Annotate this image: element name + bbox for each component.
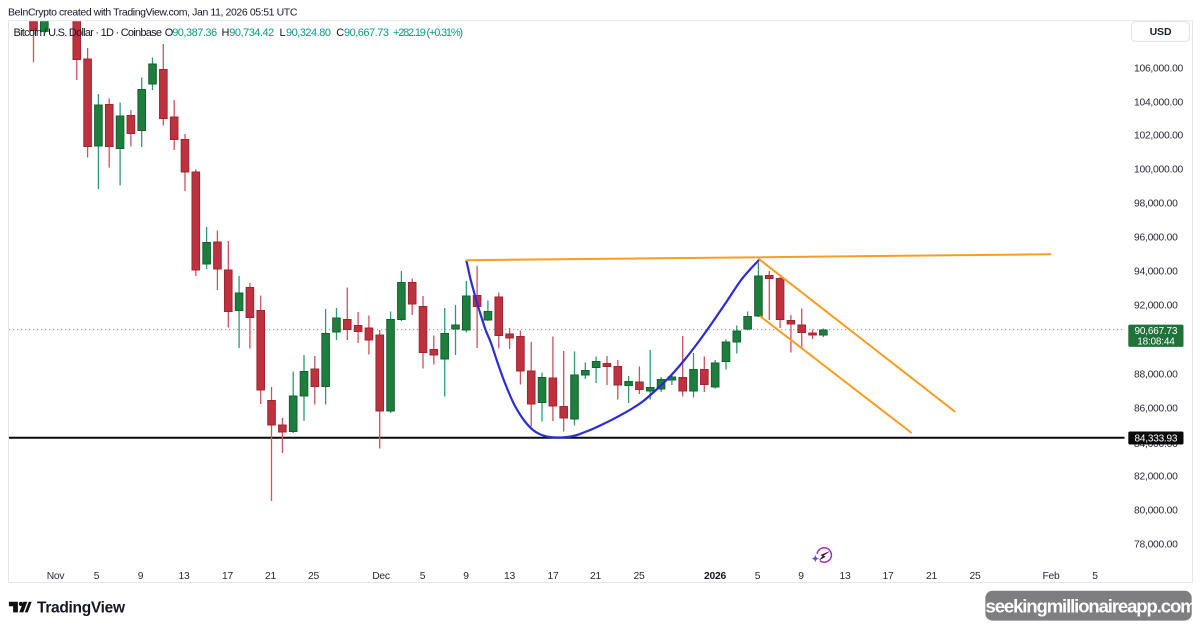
svg-text:17: 17	[548, 571, 559, 582]
svg-text:2026: 2026	[704, 571, 726, 582]
svg-text:98,000.00: 98,000.00	[1134, 199, 1178, 210]
svg-text:21: 21	[590, 571, 601, 582]
svg-text:seekingmillionaireapp.com: seekingmillionaireapp.com	[986, 595, 1197, 616]
svg-text:13: 13	[179, 571, 190, 582]
svg-text:80,000.00: 80,000.00	[1134, 506, 1178, 517]
svg-text:90,324.80: 90,324.80	[286, 27, 331, 39]
svg-text:90,387.36: 90,387.36	[172, 27, 217, 39]
svg-text:Dec: Dec	[372, 571, 390, 582]
svg-text:78,000.00: 78,000.00	[1134, 540, 1178, 551]
svg-text:100,000.00: 100,000.00	[1134, 165, 1184, 176]
svg-text:TradingView: TradingView	[37, 600, 126, 617]
svg-text:104,000.00: 104,000.00	[1134, 98, 1184, 109]
svg-text:102,000.00: 102,000.00	[1134, 131, 1184, 142]
svg-text:94,000.00: 94,000.00	[1134, 267, 1178, 278]
svg-text:13: 13	[840, 571, 851, 582]
svg-text:25: 25	[634, 571, 645, 582]
svg-text:9: 9	[138, 571, 144, 582]
svg-text:Feb: Feb	[1043, 571, 1061, 582]
svg-text:USD: USD	[1150, 26, 1172, 38]
svg-text:5: 5	[420, 571, 426, 582]
svg-text:Bitcoin / U.S. Dollar · 1D · C: Bitcoin / U.S. Dollar · 1D · Coinbase	[14, 27, 162, 39]
svg-text:O: O	[165, 27, 174, 39]
svg-text:+282.19 (+0.31%): +282.19 (+0.31%)	[393, 27, 462, 39]
svg-text:9: 9	[463, 571, 469, 582]
svg-text:13: 13	[504, 571, 515, 582]
svg-text:88,000.00: 88,000.00	[1134, 370, 1178, 381]
svg-text:90,734.42: 90,734.42	[229, 27, 274, 39]
svg-text:25: 25	[970, 571, 981, 582]
svg-text:5: 5	[94, 571, 100, 582]
svg-text:9: 9	[798, 571, 804, 582]
svg-text:5: 5	[755, 571, 761, 582]
svg-text:92,000.00: 92,000.00	[1134, 301, 1178, 312]
svg-text:21: 21	[926, 571, 937, 582]
svg-text:H: H	[222, 27, 230, 39]
svg-text:90,667.73: 90,667.73	[1135, 326, 1178, 337]
svg-text:L: L	[280, 27, 286, 39]
svg-text:25: 25	[308, 571, 319, 582]
svg-text:BeInCrypto created with Tradin: BeInCrypto created with TradingView.com,…	[8, 7, 298, 19]
svg-text:84,000.00: 84,000.00	[1134, 439, 1178, 450]
svg-text:Nov: Nov	[47, 571, 66, 582]
svg-text:90,667.73: 90,667.73	[344, 27, 389, 39]
svg-text:86,000.00: 86,000.00	[1134, 404, 1178, 415]
svg-text:84,333.93: 84,333.93	[1135, 434, 1178, 445]
svg-text:82,000.00: 82,000.00	[1134, 472, 1178, 483]
svg-text:96,000.00: 96,000.00	[1134, 233, 1178, 244]
svg-text:21: 21	[265, 571, 276, 582]
svg-text:106,000.00: 106,000.00	[1134, 64, 1184, 75]
svg-text:18:08:44: 18:08:44	[1137, 336, 1175, 347]
svg-text:C: C	[336, 27, 344, 39]
svg-text:17: 17	[883, 571, 894, 582]
svg-text:5: 5	[1092, 571, 1098, 582]
svg-text:17: 17	[222, 571, 233, 582]
